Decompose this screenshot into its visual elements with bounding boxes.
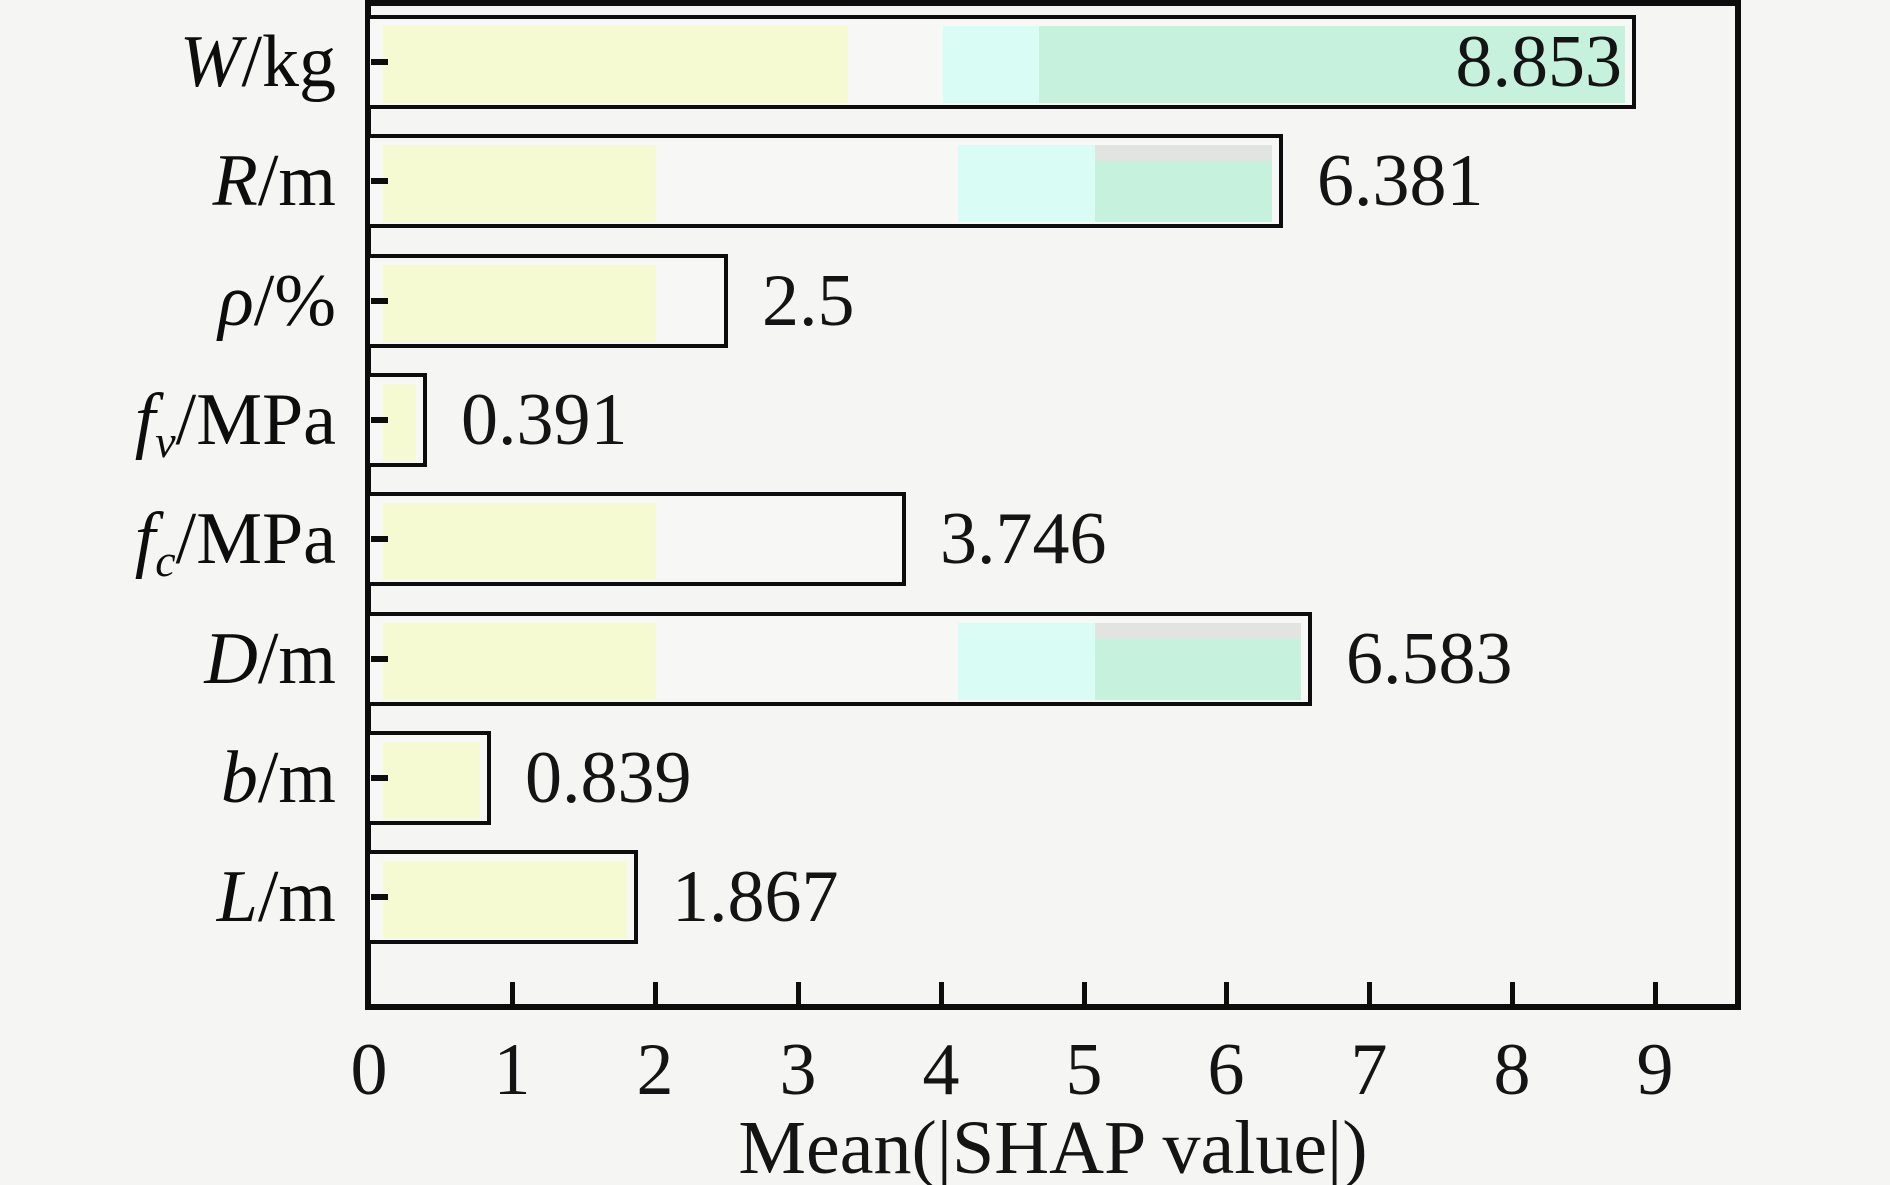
category-variable: R (212, 140, 258, 222)
x-tick-label: 3 (779, 1029, 817, 1111)
value-label: 3.746 (940, 498, 1107, 580)
value-label: 0.391 (461, 379, 628, 461)
y-tick (371, 894, 388, 900)
value-label: 2.5 (762, 260, 855, 342)
bar-segment (958, 623, 1095, 700)
x-tick-label: 4 (922, 1029, 960, 1111)
value-label: 8.853 (1455, 21, 1623, 103)
x-tick-label: 7 (1350, 1029, 1388, 1111)
bar-top-strip (1095, 623, 1301, 639)
category-unit: /m (257, 140, 336, 222)
x-tick-label: 0 (350, 1029, 388, 1111)
category-unit: /% (253, 260, 336, 342)
y-axis-label: L/m (0, 857, 336, 937)
x-axis-title: Mean(|SHAP value|) (738, 1106, 1368, 1185)
x-tick-label: 8 (1493, 1029, 1531, 1111)
value-label: 0.839 (525, 737, 692, 819)
x-tick-label: 5 (1065, 1029, 1103, 1111)
y-axis-label: R/m (0, 141, 336, 221)
x-tick-label: 9 (1636, 1029, 1674, 1111)
bar-fill (383, 503, 895, 580)
x-tick-label: 2 (636, 1029, 674, 1111)
y-tick (371, 178, 388, 184)
y-axis-label: D/m (0, 619, 336, 699)
bar-segment (656, 145, 958, 222)
x-tick (510, 982, 515, 1004)
y-axis-label: b/m (0, 738, 336, 818)
category-unit: /kg (241, 21, 336, 103)
y-tick (371, 656, 388, 662)
y-tick (371, 417, 388, 423)
bar-fill (383, 742, 480, 819)
bar-segment (383, 503, 656, 580)
category-variable: b (220, 737, 258, 819)
category-unit: /m (257, 618, 336, 700)
y-tick (371, 536, 388, 542)
category-variable: L (216, 856, 258, 938)
bar-segment (383, 384, 416, 461)
y-tick (371, 298, 388, 304)
value-label: 1.867 (672, 856, 839, 938)
x-tick (1367, 982, 1372, 1004)
bar-segment (656, 623, 958, 700)
bar-segment (958, 145, 1095, 222)
category-subscript: c (155, 534, 176, 586)
bar-segment (383, 861, 627, 938)
y-axis-label: W/kg (0, 22, 336, 102)
bar-segment (383, 145, 656, 222)
x-tick (1082, 982, 1087, 1004)
bar-top-strip (1095, 145, 1272, 161)
bar-segment (383, 265, 656, 342)
y-tick (371, 59, 388, 65)
category-variable: D (204, 618, 258, 700)
x-tick (653, 982, 658, 1004)
y-axis-label: fv/MPa (0, 379, 336, 464)
bar-segment (1039, 26, 1625, 103)
bar-segment (943, 26, 1039, 103)
category-unit: /MPa (175, 498, 336, 580)
bar-fill (383, 623, 1301, 700)
bar-segment (383, 26, 848, 103)
category-variable: f (134, 379, 156, 461)
bar-segment (383, 623, 656, 700)
y-axis-label: fc/MPa (0, 498, 336, 583)
x-tick-label: 6 (1207, 1029, 1245, 1111)
category-unit: /m (257, 737, 336, 819)
bar-fill (383, 384, 416, 461)
y-axis-label: ρ/% (0, 261, 336, 341)
x-tick (939, 982, 944, 1004)
x-tick (1653, 982, 1658, 1004)
value-label: 6.583 (1346, 618, 1513, 700)
category-unit: /m (257, 856, 336, 938)
value-label: 6.381 (1317, 140, 1484, 222)
bar-segment (656, 265, 717, 342)
bar-segment (848, 26, 944, 103)
x-tick (1224, 982, 1229, 1004)
bar-fill (383, 145, 1272, 222)
x-tick (796, 982, 801, 1004)
bar-segment (383, 742, 480, 819)
bar-fill (383, 26, 1625, 103)
bar-fill (383, 265, 717, 342)
category-variable: W (179, 21, 242, 103)
bar-fill (383, 861, 627, 938)
x-tick-label: 1 (493, 1029, 531, 1111)
category-variable: ρ (218, 260, 254, 342)
category-subscript: v (155, 415, 176, 467)
bar-segment (656, 503, 895, 580)
y-tick (371, 775, 388, 781)
category-variable: f (134, 498, 156, 580)
category-unit: /MPa (175, 379, 336, 461)
x-tick (1510, 982, 1515, 1004)
